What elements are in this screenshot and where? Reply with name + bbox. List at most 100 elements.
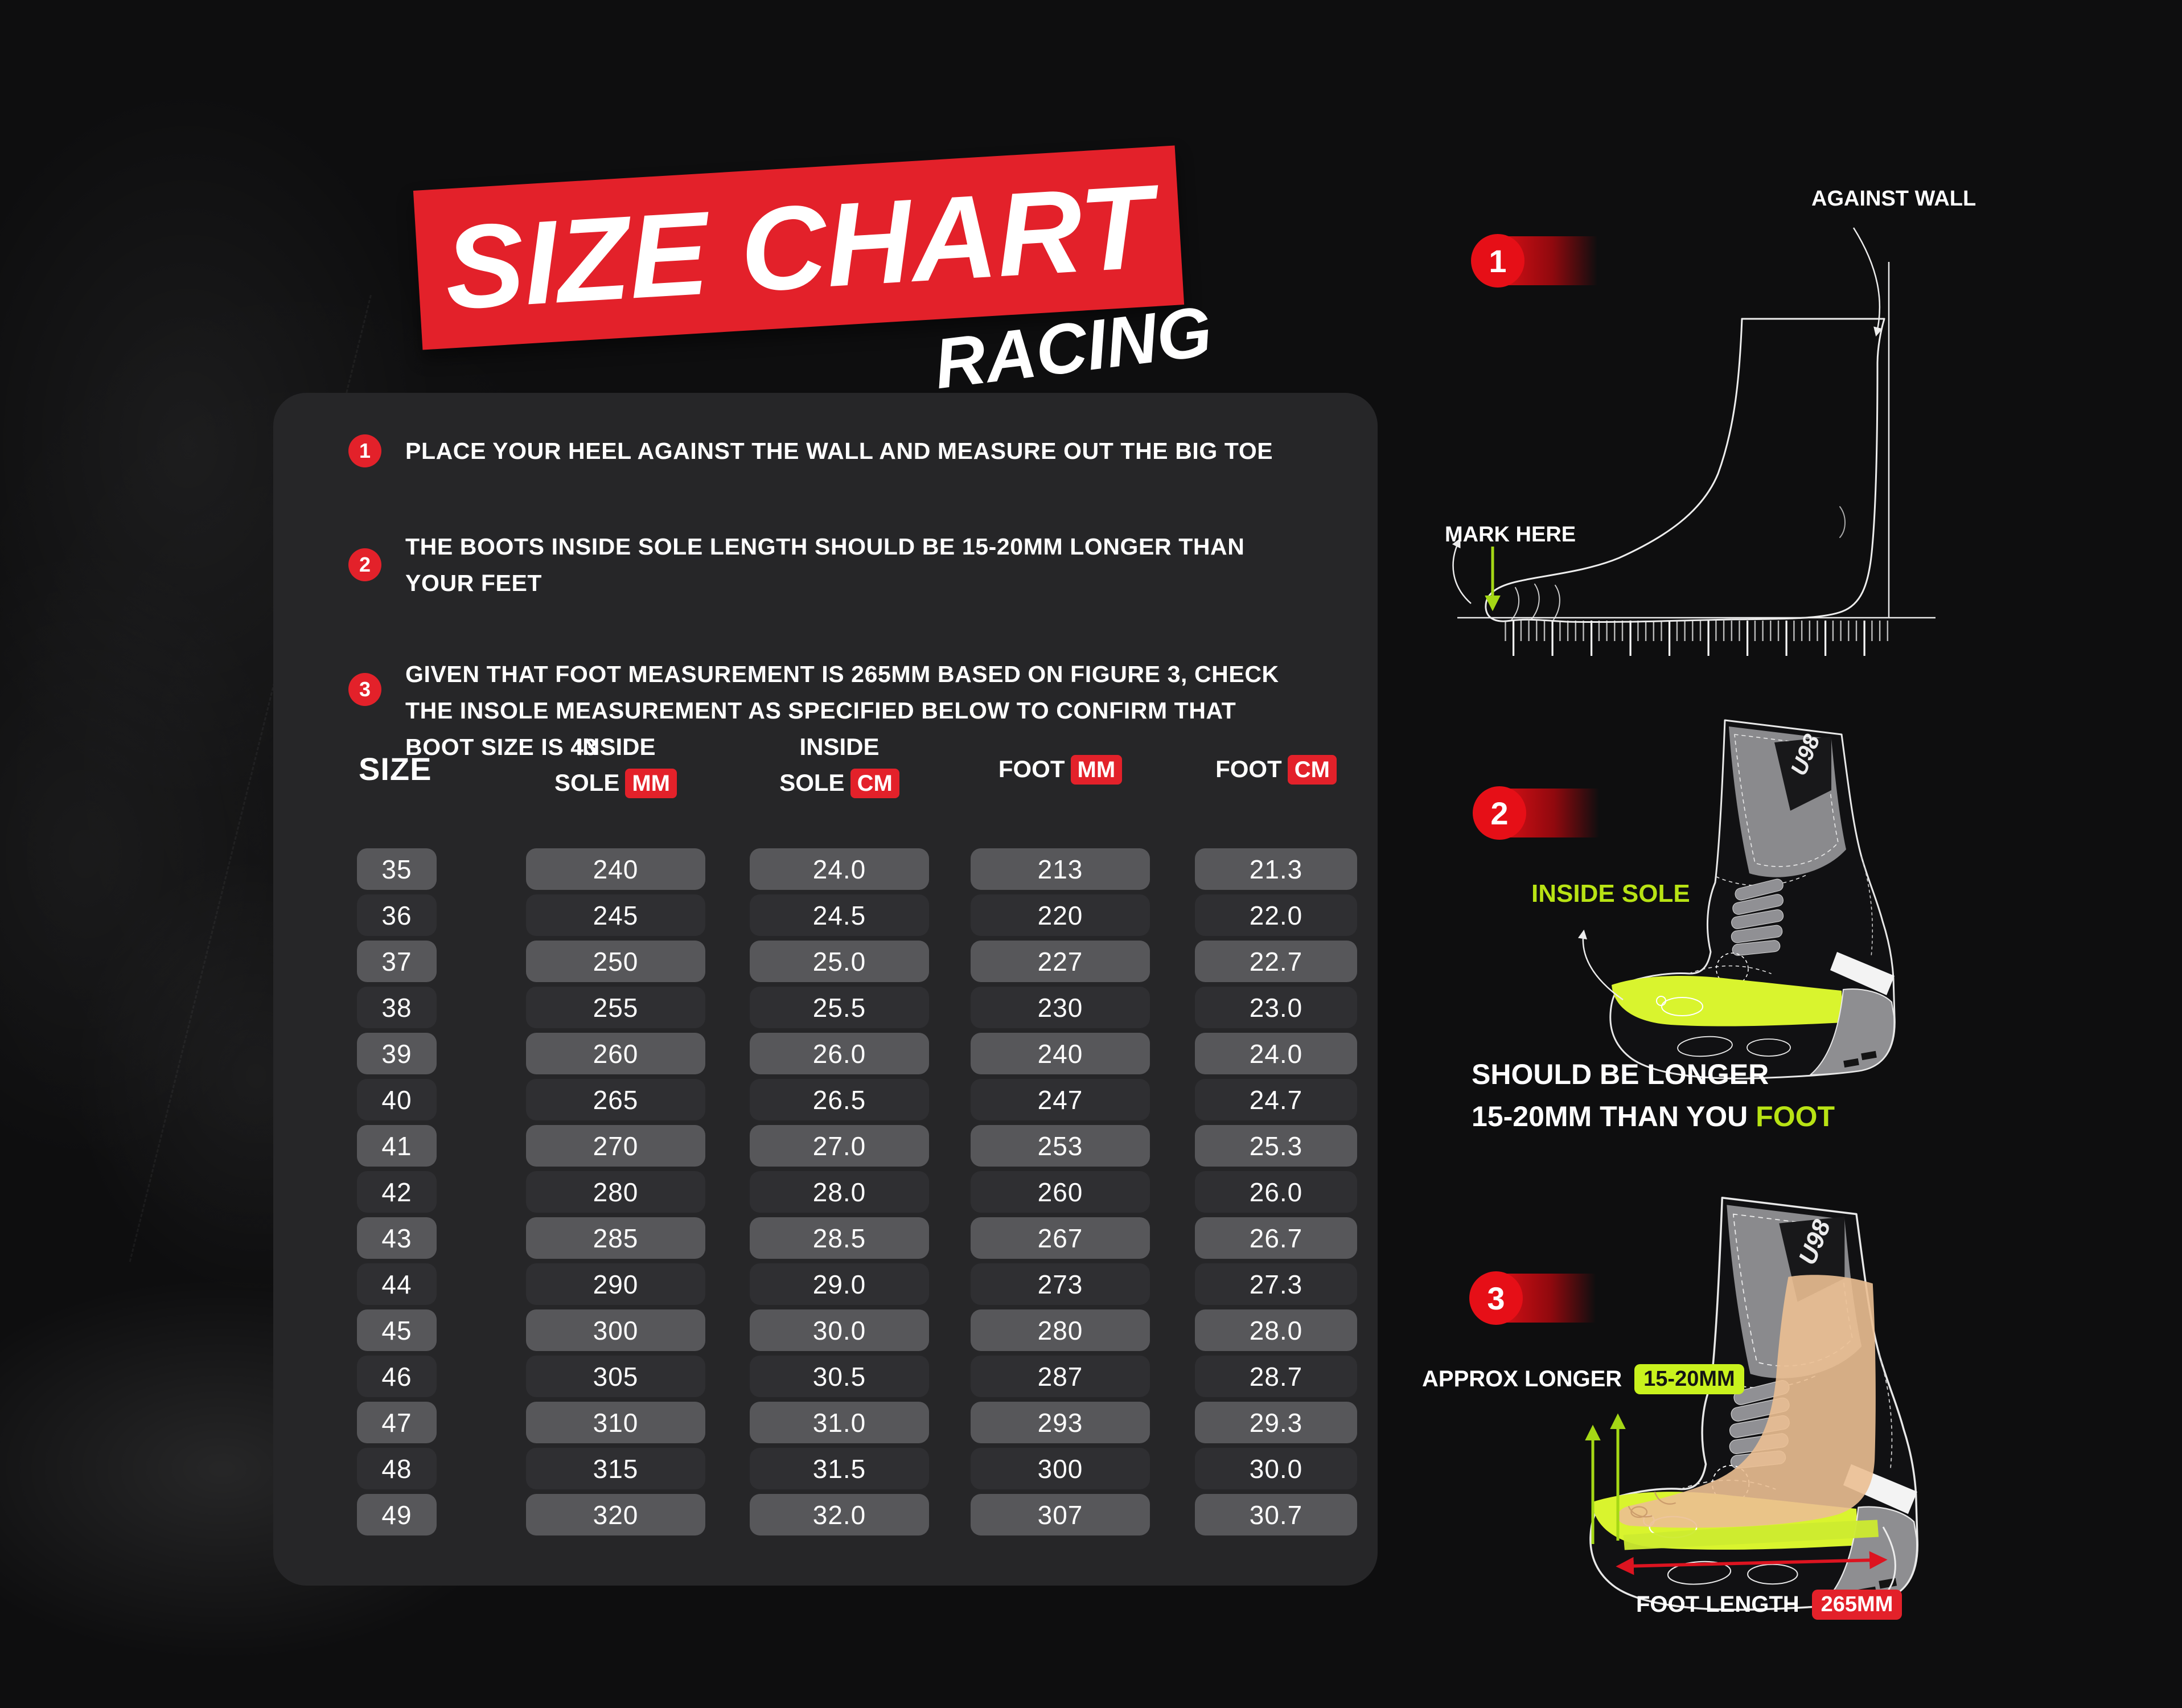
table-cell: 307 [971, 1494, 1150, 1535]
inside-sole-label: INSIDE SOLE [1531, 880, 1690, 908]
table-row: 45 300 30.0 280 28.0 [357, 1309, 1359, 1351]
table-row: 41 270 27.0 253 25.3 [357, 1125, 1359, 1167]
table-cell: 310 [526, 1402, 705, 1443]
header-line: INSIDE [576, 733, 656, 760]
figure-2-caption: SHOULD BE LONGER 15-20MM THAN YOU FOOT [1472, 1053, 1835, 1138]
table-cell: 24.0 [750, 848, 929, 890]
table-cell: 28.5 [750, 1217, 929, 1259]
table-cell: 48 [357, 1448, 437, 1489]
foot-length-red-arrow [1616, 1551, 1888, 1575]
against-wall-arrow [1852, 227, 1883, 337]
table-cell: 287 [971, 1356, 1150, 1397]
table-cell: 22.7 [1195, 941, 1357, 982]
column-header-foot-cm: FOOT CM [1195, 755, 1357, 785]
table-cell: 23.0 [1195, 987, 1357, 1028]
table-cell: 26.5 [750, 1079, 929, 1120]
figure-2-boot-diagram: U98 [1577, 719, 1896, 1079]
caption-foot-highlight: FOOT [1756, 1101, 1835, 1132]
foot-length-label: FOOT LENGTH [1636, 1592, 1799, 1617]
against-wall-label: AGAINST WALL [1811, 187, 1976, 211]
caption-line-2: 15-20MM THAN YOU FOOT [1472, 1095, 1835, 1138]
step-1-badge: 1 [348, 434, 381, 467]
table-cell: 38 [357, 987, 437, 1028]
ruler-major-ticks [1500, 621, 1893, 656]
caption-line-2-text: 15-20MM THAN YOU [1472, 1101, 1756, 1132]
approx-longer-row: APPROX LONGER 15-20MM [1422, 1364, 1744, 1394]
mark-here-arrow [1452, 538, 1472, 604]
table-cell: 265 [526, 1079, 705, 1120]
table-cell: 29.3 [1195, 1402, 1357, 1443]
table-cell: 240 [971, 1033, 1150, 1074]
header-line: FOOT CM [1195, 755, 1357, 785]
instruction-text: THE BOOTS INSIDE SOLE LENGTH SHOULD BE 1… [405, 533, 1245, 596]
table-cell: 213 [971, 848, 1150, 890]
racing-boot-with-foot-illustration: U98 [1589, 1197, 1919, 1611]
inside-sole-arrow [1577, 929, 1624, 1001]
table-cell: 29.0 [750, 1263, 929, 1305]
figure-3-number: 3 [1469, 1271, 1523, 1325]
table-cell: 293 [971, 1402, 1150, 1443]
table-cell: 44 [357, 1263, 437, 1305]
table-cell: 21.3 [1195, 848, 1357, 890]
table-cell: 245 [526, 894, 705, 936]
table-cell: 27.3 [1195, 1263, 1357, 1305]
table-row: 47 310 31.0 293 29.3 [357, 1402, 1359, 1443]
table-row: 46 305 30.5 287 28.7 [357, 1356, 1359, 1397]
table-cell: 285 [526, 1217, 705, 1259]
header-line: FOOT MM [971, 755, 1150, 785]
header-line: SOLE MM [526, 769, 705, 798]
unit-badge-cm: CM [850, 769, 899, 798]
table-cell: 32.0 [750, 1494, 929, 1535]
table-cell: 300 [526, 1309, 705, 1351]
instruction-item: 3 GIVEN THAT FOOT MEASUREMENT IS 265MM B… [348, 656, 1367, 765]
column-header-inside-sole-cm: INSIDE SOLE CM [750, 733, 929, 798]
instructions-list: 1 PLACE YOUR HEEL AGAINST THE WALL AND M… [348, 433, 1367, 765]
figure-2-number: 2 [1473, 786, 1526, 840]
unit-badge-cm: CM [1287, 755, 1337, 785]
figure-1-foot-diagram [1452, 227, 1936, 656]
foot-toe-lines [1628, 1491, 1676, 1518]
table-cell: 37 [357, 941, 437, 982]
caption-line-1: SHOULD BE LONGER [1472, 1058, 1769, 1090]
table-cell: 30.5 [750, 1356, 929, 1397]
table-cell: 31.5 [750, 1448, 929, 1489]
table-cell: 41 [357, 1125, 437, 1167]
foot-overlay [1617, 1275, 1876, 1528]
header-label: SOLE [554, 769, 620, 796]
instruction-text: PLACE YOUR HEEL AGAINST THE WALL AND MEA… [405, 438, 1273, 464]
table-cell: 26.0 [750, 1033, 929, 1074]
header-label: FOOT [998, 756, 1065, 782]
foot-length-row: FOOT LENGTH 265MM [1636, 1590, 1902, 1620]
table-row: 44 290 29.0 273 27.3 [357, 1263, 1359, 1305]
table-row: 43 285 28.5 267 26.7 [357, 1217, 1359, 1259]
table-row: 39 260 26.0 240 24.0 [357, 1033, 1359, 1074]
approx-longer-badge: 15-20MM [1634, 1364, 1744, 1394]
table-cell: 25.5 [750, 987, 929, 1028]
figure-3-boot-foot-diagram: U98 [1585, 1197, 1919, 1611]
table-cell: 315 [526, 1448, 705, 1489]
header-line: INSIDE [799, 733, 880, 760]
table-cell: 320 [526, 1494, 705, 1535]
table-cell: 35 [357, 848, 437, 890]
table-row: 38 255 25.5 230 23.0 [357, 987, 1359, 1028]
table-cell: 260 [526, 1033, 705, 1074]
table-cell: 230 [971, 987, 1150, 1028]
table-cell: 31.0 [750, 1402, 929, 1443]
table-cell: 26.0 [1195, 1171, 1357, 1213]
size-table-rows: 35 240 24.0 213 21.3 36 245 24.5 220 22.0 37 250 25.… [357, 848, 1359, 1540]
step-3-badge: 3 [348, 673, 381, 706]
column-header-foot-mm: FOOT MM [971, 755, 1150, 785]
mark-here-label: MARK HERE [1445, 523, 1576, 547]
table-cell: 250 [526, 941, 705, 982]
figure-1-number: 1 [1471, 234, 1524, 288]
step-2-badge: 2 [348, 548, 381, 581]
table-cell: 30.0 [1195, 1448, 1357, 1489]
table-cell: 45 [357, 1309, 437, 1351]
column-header-size: SIZE [359, 751, 432, 787]
instruction-item: 1 PLACE YOUR HEEL AGAINST THE WALL AND M… [348, 433, 1367, 469]
table-row: 48 315 31.5 300 30.0 [357, 1448, 1359, 1489]
table-row: 37 250 25.0 227 22.7 [357, 941, 1359, 982]
table-cell: 43 [357, 1217, 437, 1259]
table-cell: 28.0 [1195, 1309, 1357, 1351]
header-label: FOOT [1215, 756, 1282, 782]
